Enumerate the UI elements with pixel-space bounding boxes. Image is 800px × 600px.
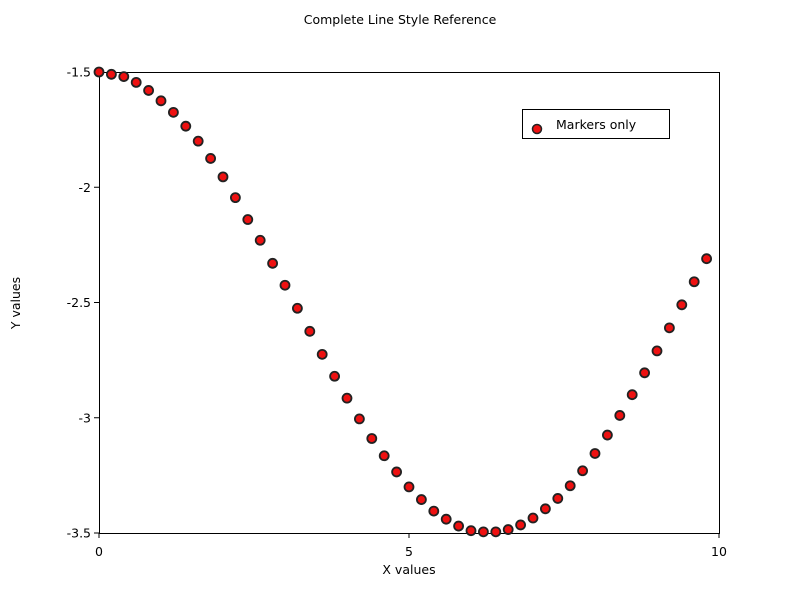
data-point (676, 299, 688, 311)
legend-box (522, 109, 670, 139)
data-point (291, 302, 303, 314)
data-point (664, 322, 675, 334)
data-point (143, 85, 155, 96)
data-point (155, 95, 167, 107)
data-point (515, 519, 526, 531)
legend-label: Markers only (556, 117, 637, 132)
data-point (180, 120, 192, 132)
y-axis-ticks: -1.5 -2 -2.5 -3 -3.5 (67, 65, 99, 541)
data-point (205, 153, 217, 164)
y-tick-label: -3.5 (67, 526, 91, 541)
data-point (490, 526, 502, 538)
data-point (378, 450, 390, 462)
data-point (329, 370, 341, 382)
data-point (93, 66, 105, 78)
data-point (639, 367, 650, 379)
data-point (254, 234, 266, 246)
data-point (118, 71, 130, 83)
legend-marker (531, 123, 543, 135)
legend: Markers only (522, 109, 670, 139)
data-point (440, 513, 452, 525)
data-point (366, 433, 378, 444)
data-point (415, 494, 427, 505)
data-point (267, 257, 279, 269)
data-point (651, 345, 663, 357)
data-point (304, 325, 316, 337)
data-point (540, 503, 551, 515)
data-points (93, 66, 712, 538)
data-point (167, 106, 179, 118)
x-axis-ticks: 0 5 10 (95, 533, 727, 559)
data-point (589, 448, 601, 459)
data-point (577, 465, 588, 477)
data-point (701, 253, 712, 265)
data-point (341, 392, 353, 404)
plot-frame (99, 72, 720, 534)
x-tick-label: 5 (405, 544, 413, 559)
data-point (453, 520, 465, 532)
data-point (391, 466, 403, 478)
data-point (229, 192, 241, 204)
data-point (614, 410, 626, 421)
y-tick-label: -3 (79, 410, 91, 425)
data-point (688, 276, 700, 288)
y-tick-label: -1.5 (67, 65, 91, 80)
data-point (502, 524, 514, 535)
data-point (130, 76, 142, 88)
data-point (552, 493, 564, 504)
x-axis-label: X values (382, 562, 435, 577)
data-point (353, 413, 365, 425)
data-point (477, 526, 489, 538)
chart-title: Complete Line Style Reference (304, 12, 497, 27)
data-point (316, 348, 328, 360)
data-point (428, 505, 440, 517)
data-point (527, 512, 539, 524)
data-point (465, 525, 477, 537)
data-point (626, 389, 638, 401)
data-point (279, 279, 291, 291)
data-point (564, 480, 576, 492)
data-point (242, 214, 254, 225)
y-tick-label: -2.5 (67, 295, 91, 310)
data-point (602, 429, 613, 441)
x-tick-label: 0 (95, 544, 103, 559)
data-point (192, 135, 204, 147)
y-axis-label: Y values (8, 277, 23, 330)
data-point (217, 171, 229, 183)
data-point (403, 481, 415, 493)
y-tick-label: -2 (79, 180, 91, 195)
x-tick-label: 10 (711, 544, 727, 559)
data-point (106, 68, 117, 80)
